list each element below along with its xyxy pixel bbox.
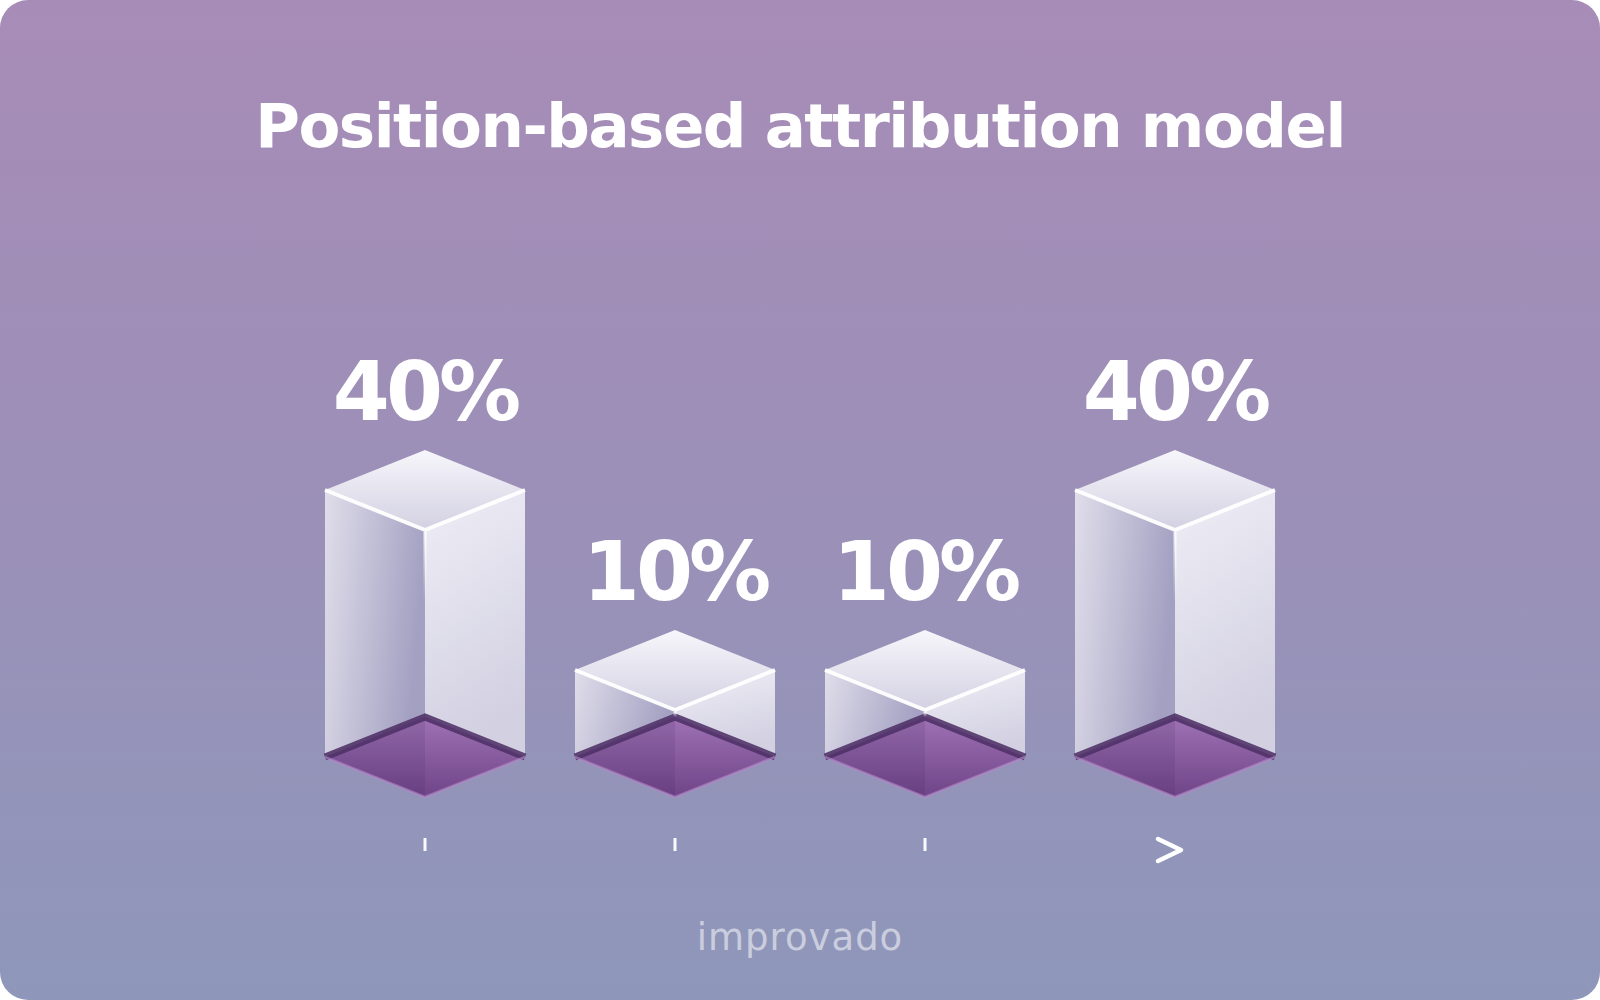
bar-value-label-3: 10% [833,531,1017,613]
bar-value-label-1: 40% [333,351,517,433]
timeline-axis [0,838,1181,861]
bar-value-label-2: 10% [583,531,767,613]
bar-3d-4 [1075,450,1275,797]
bar-3d-2 [575,630,775,797]
bar-3d-1 [325,450,525,797]
attribution-bars-chart [0,0,1600,1000]
improvado-logo: improvado [0,916,1600,959]
bar-3d-3 [825,630,1025,797]
bar-value-label-4: 40% [1083,351,1267,433]
infographic-canvas: Position-based attribution model [0,0,1600,1000]
